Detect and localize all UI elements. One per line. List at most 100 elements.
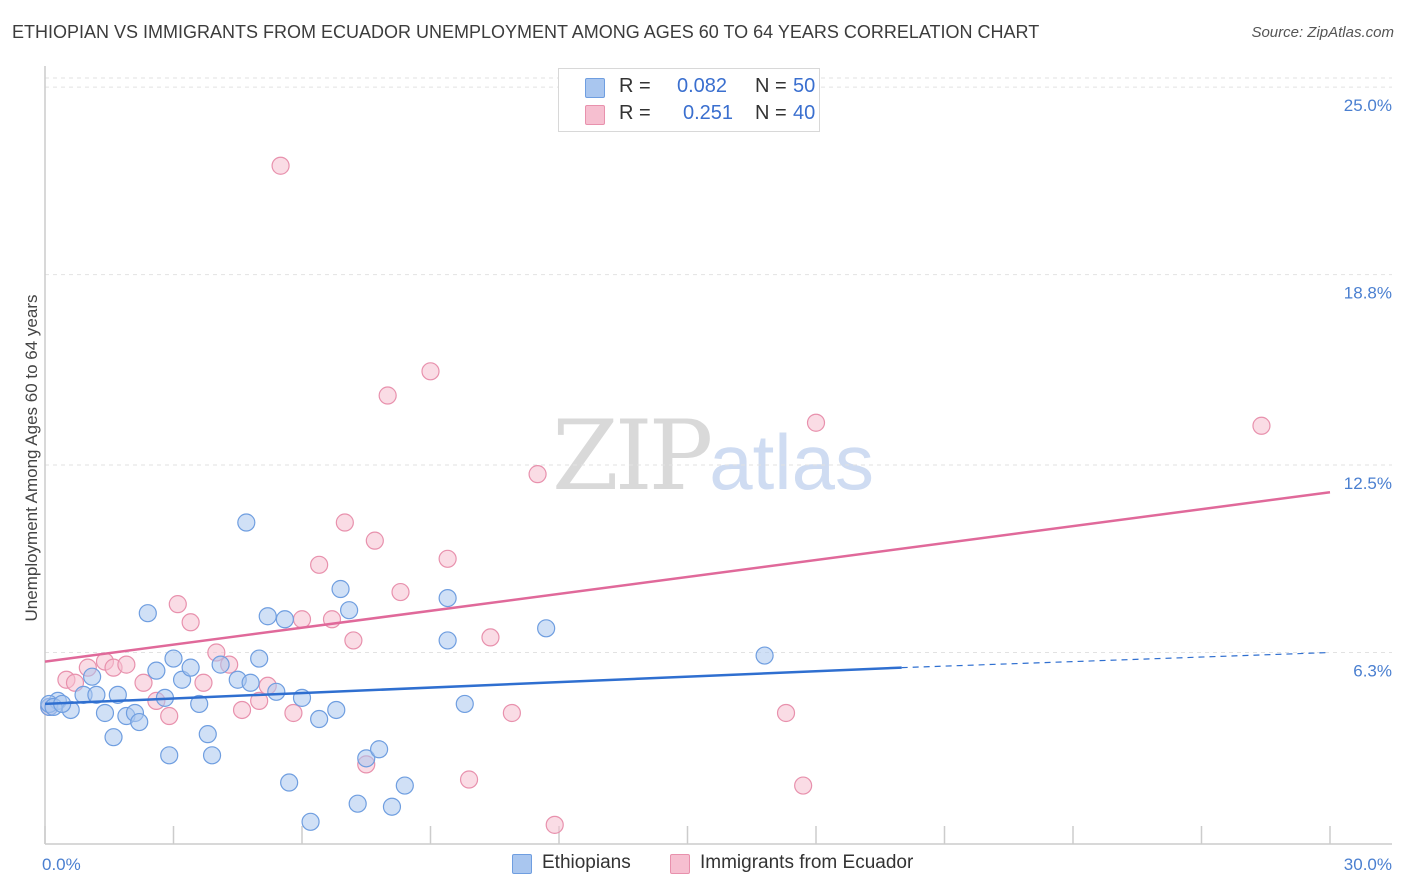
- ecuador-point: [438, 549, 457, 568]
- watermark-atlas: atlas: [709, 418, 874, 506]
- ethiopian-point: [395, 776, 414, 795]
- ethiopian-point: [267, 682, 286, 701]
- ecuador-point: [194, 673, 213, 692]
- ecuador-point: [134, 673, 153, 692]
- ecuador-point: [232, 700, 252, 720]
- ethiopian-point: [147, 661, 166, 680]
- ethiopian-point: [104, 728, 123, 747]
- legend-n-value: 40: [793, 102, 816, 124]
- legend-label: Immigrants from Ecuador: [700, 852, 914, 873]
- ecuador-point: [378, 386, 397, 405]
- ethiopian-point: [138, 604, 157, 623]
- ethiopian-point: [310, 709, 329, 729]
- ecuador-point: [160, 706, 179, 726]
- ethiopian-point: [382, 797, 402, 816]
- ecuador-point: [365, 531, 384, 550]
- ethiopian-point: [237, 513, 256, 532]
- legend-swatch-pink: [585, 105, 605, 125]
- ethiopian-point: [438, 631, 457, 650]
- legend-r-value: 0.082: [677, 75, 728, 97]
- axes: [44, 66, 1392, 845]
- y-axis-label: Unemployment Among Ages 60 to 64 years: [22, 295, 41, 622]
- ethiopian-point: [164, 649, 183, 668]
- ecuador-points: [40, 156, 1271, 834]
- ecuador-point: [1252, 416, 1271, 435]
- ethiopian-trend-line: [44, 666, 902, 706]
- legend-label: Ethiopians: [542, 852, 631, 873]
- ethiopian-point: [95, 703, 115, 723]
- ethiopian-point: [327, 700, 346, 720]
- ethiopian-point: [202, 746, 222, 765]
- ecuador-point: [344, 631, 363, 650]
- ethiopian-point: [160, 746, 179, 765]
- ethiopian-point: [275, 610, 294, 629]
- ethiopian-point: [130, 712, 149, 732]
- ethiopian-point: [250, 649, 269, 668]
- watermark-zip: ZIP: [552, 400, 713, 512]
- y-tick-label: 12.5%: [1344, 474, 1392, 493]
- ecuador-point: [459, 770, 479, 789]
- ethiopian-point: [755, 646, 774, 665]
- ethiopian-point: [438, 588, 457, 608]
- ethiopian-point: [357, 749, 376, 768]
- legend-r-label: R =: [619, 75, 651, 97]
- ethiopian-point: [280, 773, 299, 792]
- ecuador-point: [292, 610, 312, 629]
- legend-r-value: 0.251: [683, 102, 734, 124]
- y-tick-label: 18.8%: [1344, 284, 1392, 303]
- y-tick-label: 25.0%: [1344, 96, 1392, 115]
- legend-n-value: 50: [793, 75, 816, 97]
- ethiopian-point: [83, 667, 102, 686]
- ethiopian-point: [198, 725, 217, 744]
- ethiopian-point: [537, 619, 556, 638]
- ecuador-point: [250, 691, 269, 710]
- ecuador-point: [181, 613, 200, 632]
- source-credit: Source: ZipAtlas.com: [1251, 24, 1394, 41]
- ethiopian-point: [301, 812, 320, 831]
- y-tick-label: 6.3%: [1353, 662, 1392, 681]
- ecuador-point: [528, 465, 547, 484]
- ecuador-point: [335, 513, 354, 532]
- ecuador-point: [117, 655, 136, 674]
- legend-r-label: R =: [619, 102, 651, 124]
- ecuador-point: [502, 703, 521, 723]
- ethiopian-point: [108, 685, 127, 704]
- ecuador-point: [284, 703, 303, 723]
- legend-swatch-pink: [670, 854, 690, 874]
- x-tick-label: 30.0%: [1344, 855, 1392, 874]
- ethiopian-point: [455, 694, 474, 714]
- ecuador-point: [310, 555, 329, 574]
- ecuador-point: [806, 413, 826, 432]
- ethiopian-point: [258, 607, 277, 626]
- ethiopian-point: [190, 694, 209, 714]
- ecuador-point: [391, 582, 410, 602]
- tick-labels: 6.3% 12.5% 18.8% 25.0% 0.0% 30.0% Unemployment…: [22, 96, 1392, 874]
- ethiopian-point: [348, 794, 367, 813]
- trend-lines: [44, 491, 1331, 706]
- legend-n-label: N =: [755, 102, 787, 124]
- correlation-legend: R = 0.082 N = 50 R = 0.251 N = 40: [558, 68, 820, 132]
- ecuador-point: [421, 362, 440, 381]
- grid-lines: [45, 77, 1392, 654]
- ethiopian-points: [40, 513, 774, 831]
- legend-swatch-blue: [585, 78, 605, 98]
- ethiopian-trend-extension: [901, 651, 1331, 669]
- ecuador-trend-line: [44, 491, 1331, 663]
- ethiopian-point: [211, 655, 230, 674]
- ethiopian-point: [181, 658, 200, 677]
- legend-n-label: N =: [755, 75, 787, 97]
- ethiopian-point: [370, 740, 389, 759]
- ecuador-point: [168, 595, 187, 614]
- ecuador-point: [271, 156, 290, 175]
- ecuador-point: [794, 776, 813, 795]
- ethiopian-point: [241, 673, 260, 692]
- ethiopian-point: [331, 579, 350, 599]
- ethiopian-point: [340, 601, 359, 620]
- watermark: ZIPatlas: [552, 400, 874, 512]
- legend-swatch-blue: [512, 854, 532, 874]
- chart-title: ETHIOPIAN VS IMMIGRANTS FROM ECUADOR UNE…: [12, 22, 1040, 42]
- x-tick-label: 0.0%: [42, 855, 81, 874]
- ecuador-point: [776, 703, 796, 723]
- ecuador-point: [545, 815, 564, 834]
